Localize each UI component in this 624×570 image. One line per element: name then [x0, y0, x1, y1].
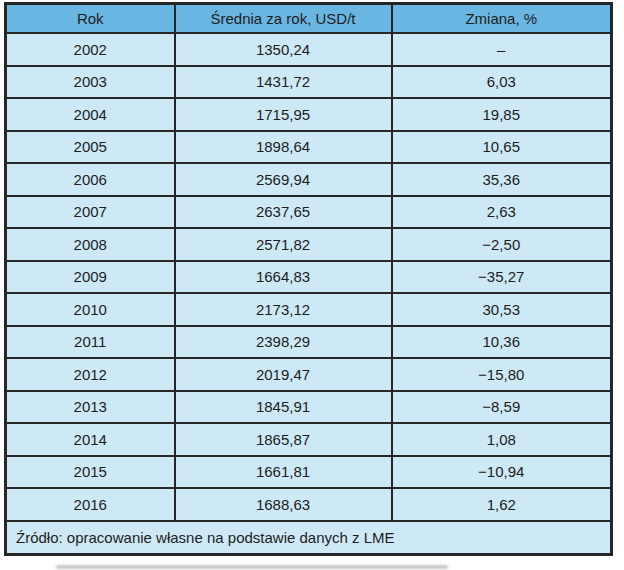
table-row: 20122019,47−15,80: [6, 358, 612, 391]
table-row: 20082571,82−2,50: [6, 228, 612, 261]
average-price-cell: 1845,91: [175, 391, 392, 424]
year-cell: 2006: [6, 163, 175, 196]
table-footer: Źródło: opracowanie własne na podstawie …: [6, 521, 612, 555]
year-cell: 2004: [6, 98, 175, 131]
change-percent-cell: −8,59: [392, 391, 612, 424]
average-price-cell: 2398,29: [175, 326, 392, 359]
year-cell: 2013: [6, 391, 175, 424]
change-percent-cell: 30,53: [392, 293, 612, 326]
average-price-cell: 2569,94: [175, 163, 392, 196]
year-cell: 2012: [6, 358, 175, 391]
year-cell: 2011: [6, 326, 175, 359]
table-row: 20031431,726,03: [6, 66, 612, 99]
average-price-cell: 1431,72: [175, 66, 392, 99]
table-body: 20021350,24–20031431,726,0320041715,9519…: [6, 33, 612, 521]
table-row: 20102173,1230,53: [6, 293, 612, 326]
change-percent-cell: 19,85: [392, 98, 612, 131]
average-price-cell: 1898,64: [175, 131, 392, 164]
average-price-cell: 2173,12: [175, 293, 392, 326]
column-header: Rok: [6, 4, 175, 34]
table-row: 20141865,871,08: [6, 423, 612, 456]
average-price-cell: 1715,95: [175, 98, 392, 131]
column-header: Średnia za rok, USD/t: [175, 4, 392, 34]
change-percent-cell: 10,36: [392, 326, 612, 359]
change-percent-cell: −35,27: [392, 261, 612, 294]
average-price-cell: 2019,47: [175, 358, 392, 391]
table-header: RokŚrednia za rok, USD/tZmiana, %: [6, 4, 612, 34]
year-cell: 2009: [6, 261, 175, 294]
change-percent-cell: 1,62: [392, 488, 612, 521]
average-price-cell: 1664,83: [175, 261, 392, 294]
year-cell: 2016: [6, 488, 175, 521]
table-row: 20112398,2910,36: [6, 326, 612, 359]
table-row: 20091664,83−35,27: [6, 261, 612, 294]
year-cell: 2010: [6, 293, 175, 326]
change-percent-cell: 35,36: [392, 163, 612, 196]
average-price-cell: 1661,81: [175, 456, 392, 489]
price-table: RokŚrednia za rok, USD/tZmiana, % 200213…: [4, 2, 613, 556]
source-note: Źródło: opracowanie własne na podstawie …: [6, 521, 612, 555]
source-row: Źródło: opracowanie własne na podstawie …: [6, 521, 612, 555]
average-price-cell: 2637,65: [175, 196, 392, 229]
table-row: 20041715,9519,85: [6, 98, 612, 131]
table-row: 20161688,631,62: [6, 488, 612, 521]
change-percent-cell: 6,03: [392, 66, 612, 99]
average-price-cell: 1865,87: [175, 423, 392, 456]
average-price-cell: 2571,82: [175, 228, 392, 261]
table-row: 20062569,9435,36: [6, 163, 612, 196]
column-header: Zmiana, %: [392, 4, 612, 34]
cropped-text-artifact: [56, 565, 448, 569]
change-percent-cell: 2,63: [392, 196, 612, 229]
year-cell: 2015: [6, 456, 175, 489]
table-row: 20131845,91−8,59: [6, 391, 612, 424]
table-row: 20072637,652,63: [6, 196, 612, 229]
change-percent-cell: −15,80: [392, 358, 612, 391]
year-cell: 2008: [6, 228, 175, 261]
change-percent-cell: −2,50: [392, 228, 612, 261]
table-row: 20021350,24–: [6, 33, 612, 66]
table-row: 20151661,81−10,94: [6, 456, 612, 489]
year-cell: 2002: [6, 33, 175, 66]
page: RokŚrednia za rok, USD/tZmiana, % 200213…: [0, 0, 624, 570]
change-percent-cell: 1,08: [392, 423, 612, 456]
year-cell: 2014: [6, 423, 175, 456]
header-row: RokŚrednia za rok, USD/tZmiana, %: [6, 4, 612, 34]
change-percent-cell: 10,65: [392, 131, 612, 164]
average-price-cell: 1688,63: [175, 488, 392, 521]
average-price-cell: 1350,24: [175, 33, 392, 66]
year-cell: 2007: [6, 196, 175, 229]
year-cell: 2005: [6, 131, 175, 164]
change-percent-cell: −10,94: [392, 456, 612, 489]
table-row: 20051898,6410,65: [6, 131, 612, 164]
change-percent-cell: –: [392, 33, 612, 66]
year-cell: 2003: [6, 66, 175, 99]
